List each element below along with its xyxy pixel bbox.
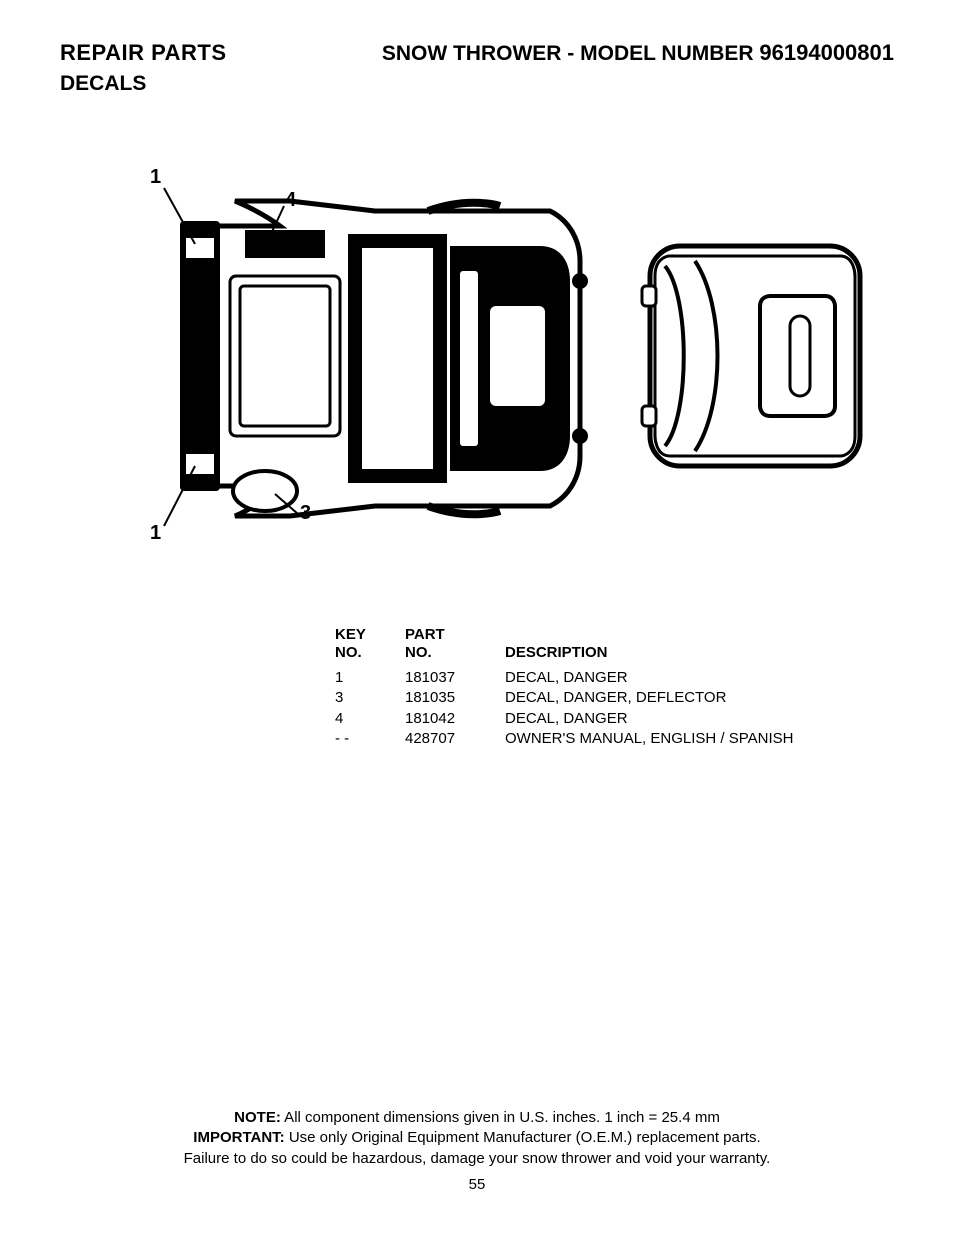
col-part-header: PART NO. — [405, 626, 495, 668]
header-row: REPAIR PARTS SNOW THROWER - MODEL NUMBER… — [60, 40, 894, 66]
table-cell-key: 1 — [335, 668, 395, 688]
note-text: All component dimensions given in U.S. i… — [281, 1109, 720, 1126]
callout-1-top: 1 — [150, 166, 161, 189]
table-cell-key: 4 — [335, 709, 395, 729]
col-key-header: KEY NO. — [335, 626, 395, 668]
table-cell-desc: OWNER'S MANUAL, ENGLISH / SPANISH — [505, 729, 894, 749]
model-number: 96194000801 — [759, 40, 894, 65]
callout-3: 3 — [300, 502, 311, 525]
page-number: 55 — [60, 1175, 894, 1195]
diagram-svg — [140, 166, 880, 546]
decals-diagram: 1 1 3 4 — [140, 166, 880, 546]
table-cell-part: 181035 — [405, 688, 495, 708]
table-cell-part: 181037 — [405, 668, 495, 688]
footer: NOTE: All component dimensions given in … — [60, 1108, 894, 1195]
table-cell-part: 181042 — [405, 709, 495, 729]
table-cell-key: - - — [335, 729, 395, 749]
col-part-l2: NO. — [405, 644, 432, 661]
table-cell-desc: DECAL, DANGER — [505, 709, 894, 729]
table-cell-desc: DECAL, DANGER, DEFLECTOR — [505, 688, 894, 708]
title-block: SNOW THROWER - MODEL NUMBER 96194000801 — [382, 40, 894, 66]
col-desc-header: DESCRIPTION — [505, 644, 894, 668]
parts-table: KEY NO. PART NO. DESCRIPTION 1 181037 DE… — [335, 626, 894, 749]
note-label: NOTE: — [234, 1109, 281, 1126]
repair-parts-heading: REPAIR PARTS — [60, 40, 227, 66]
footer-line-3: Failure to do so could be hazardous, dam… — [60, 1149, 894, 1169]
table-cell-part: 428707 — [405, 729, 495, 749]
footer-note-line: NOTE: All component dimensions given in … — [60, 1108, 894, 1128]
title-prefix: SNOW THROWER - MODEL NUMBER — [382, 42, 760, 65]
callout-1-bottom: 1 — [150, 522, 161, 545]
footer-important-line: IMPORTANT: Use only Original Equipment M… — [60, 1128, 894, 1148]
col-part-l1: PART — [405, 626, 445, 643]
table-cell-desc: DECAL, DANGER — [505, 668, 894, 688]
section-heading: DECALS — [60, 72, 894, 96]
table-cell-key: 3 — [335, 688, 395, 708]
col-key-l2: NO. — [335, 644, 362, 661]
page: REPAIR PARTS SNOW THROWER - MODEL NUMBER… — [0, 0, 954, 1235]
important-label: IMPORTANT: — [193, 1129, 284, 1146]
important-text: Use only Original Equipment Manufacturer… — [285, 1129, 761, 1146]
callout-4: 4 — [285, 189, 296, 212]
col-key-l1: KEY — [335, 626, 366, 643]
